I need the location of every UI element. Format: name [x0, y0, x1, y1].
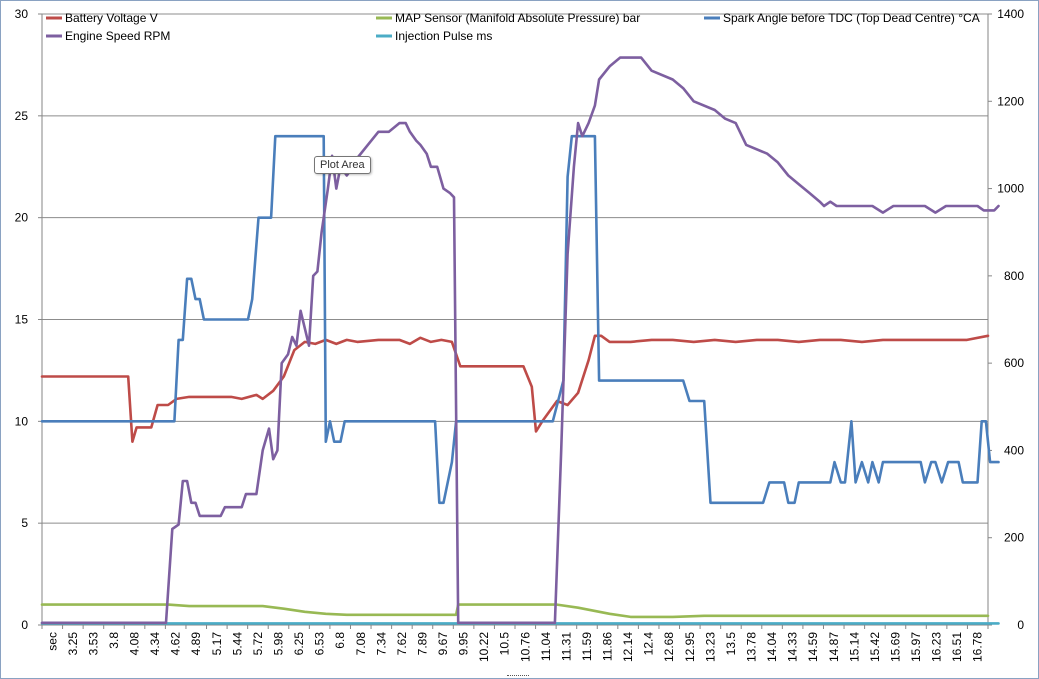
x-tick-label: 7.08 — [354, 632, 368, 656]
x-tick-label: 16.23 — [930, 632, 944, 662]
x-tick-label: 14.59 — [806, 632, 820, 662]
x-tick-label: 12.4 — [642, 632, 656, 656]
legend-entry: Injection Pulse ms — [395, 29, 492, 43]
x-axis-ticks: sec 3.25 3.53 3.8 4.08 4.34 4.62 4.89 5.17 5.44 5.… — [41, 625, 989, 662]
y-right-tick-label: 1200 — [997, 94, 1024, 108]
x-tick-label: 13.5 — [724, 632, 738, 656]
y-axis-left-ticks: 0 5 10 15 20 25 30 — [15, 7, 42, 632]
x-tick-label: 3.25 — [66, 632, 80, 656]
x-tick-label: 6.53 — [313, 632, 327, 656]
x-tick-label: 10.22 — [477, 632, 491, 662]
plot-area-tooltip: Plot Area — [314, 156, 371, 174]
y-left-tick-label: 15 — [15, 313, 29, 327]
series-line — [40, 134, 1000, 505]
x-tick-label: sec — [45, 632, 59, 651]
legend: Battery Voltage V MAP Sensor (Manifold Ab… — [46, 11, 980, 43]
y-right-tick-label: 0 — [1017, 618, 1024, 632]
y-left-tick-label: 20 — [15, 211, 29, 225]
y-left-tick-label: 25 — [15, 109, 29, 123]
x-tick-label: 7.34 — [374, 632, 388, 656]
x-tick-label: 5.17 — [210, 632, 224, 656]
x-tick-label: 12.68 — [662, 632, 676, 662]
y-right-tick-label: 1400 — [997, 7, 1024, 21]
y-axis-right-ticks: 0 200 400 600 800 1000 1200 1400 — [988, 7, 1024, 632]
x-tick-label: 15.97 — [909, 632, 923, 662]
legend-entry: MAP Sensor (Manifold Absolute Pressure) … — [395, 11, 640, 25]
x-tick-label: 5.44 — [230, 632, 244, 656]
x-tick-label: 15.42 — [868, 632, 882, 662]
x-tick-label: 4.08 — [128, 632, 142, 656]
x-tick-label: 14.33 — [786, 632, 800, 662]
x-tick-label: 5.72 — [251, 632, 265, 656]
y-left-tick-label: 0 — [21, 618, 28, 632]
x-tick-label: 16.51 — [950, 632, 964, 662]
x-tick-label: 9.95 — [457, 632, 471, 656]
y-left-tick-label: 10 — [15, 414, 29, 428]
x-tick-label: 3.53 — [86, 632, 100, 656]
x-tick-label: 11.59 — [580, 632, 594, 661]
x-tick-label: 15.69 — [888, 632, 902, 662]
x-tick-label: 7.89 — [415, 632, 429, 656]
legend-entry: Battery Voltage V — [65, 11, 158, 25]
resize-handle[interactable] — [507, 675, 529, 679]
x-tick-label: 10.5 — [498, 632, 512, 656]
y-left-tick-label: 30 — [15, 7, 29, 21]
legend-entry: Engine Speed RPM — [65, 29, 170, 43]
x-tick-label: 5.98 — [272, 632, 286, 656]
x-tick-label: 4.34 — [148, 632, 162, 656]
x-tick-label: 11.31 — [559, 632, 573, 661]
x-tick-label: 4.62 — [169, 632, 183, 656]
y-right-tick-label: 800 — [1004, 269, 1024, 283]
series-line — [40, 603, 990, 619]
x-tick-label: 10.76 — [518, 632, 532, 662]
x-tick-label: 13.23 — [703, 632, 717, 662]
x-tick-label: 12.14 — [621, 632, 635, 662]
x-tick-label: 6.25 — [292, 632, 306, 656]
legend-entry: Spark Angle before TDC (Top Dead Centre)… — [723, 11, 980, 25]
x-tick-label: 14.87 — [827, 632, 841, 662]
x-tick-label: 4.89 — [189, 632, 203, 656]
x-tick-label: 7.62 — [395, 632, 409, 656]
series-line — [40, 334, 990, 444]
x-tick-label: 13.78 — [745, 632, 759, 662]
x-tick-label: 12.95 — [683, 632, 697, 662]
x-tick-label: 11.04 — [539, 632, 553, 661]
x-tick-label: 3.8 — [107, 632, 121, 649]
x-tick-label: 15.14 — [847, 632, 861, 662]
y-left-tick-label: 5 — [21, 516, 28, 530]
x-tick-label: 9.67 — [436, 632, 450, 656]
y-right-tick-label: 600 — [1004, 356, 1024, 370]
x-tick-label: 11.86 — [601, 632, 615, 661]
y-right-tick-label: 200 — [1004, 531, 1024, 545]
x-tick-label: 16.78 — [971, 632, 985, 662]
x-tick-label: 14.04 — [765, 632, 779, 662]
series-lines — [40, 56, 1000, 625]
series-line — [40, 56, 1000, 625]
y-right-tick-label: 1000 — [997, 182, 1024, 196]
y-right-tick-label: 400 — [1004, 443, 1024, 457]
x-tick-label: 6.8 — [333, 632, 347, 649]
